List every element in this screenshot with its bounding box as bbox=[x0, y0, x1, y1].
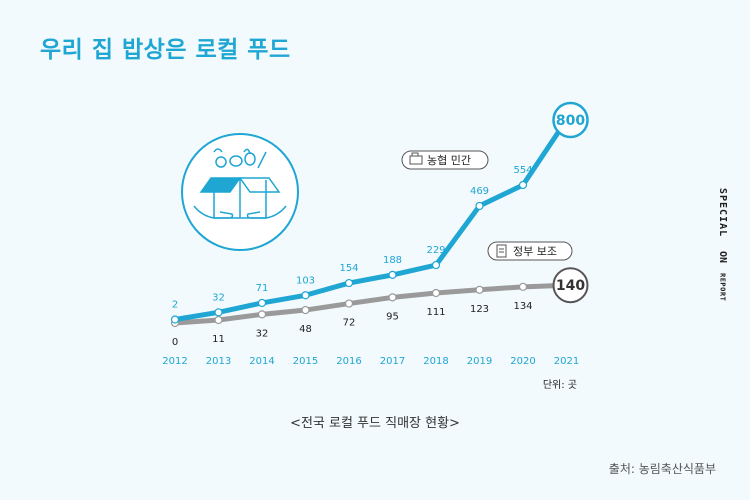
legend-item: 농협 민간 bbox=[401, 150, 489, 170]
series-line-gray bbox=[172, 282, 569, 326]
legend-pill bbox=[401, 150, 489, 170]
data-point bbox=[301, 291, 310, 300]
x-tick-label: 2018 bbox=[423, 356, 448, 367]
data-label: 72 bbox=[343, 318, 356, 329]
data-label: 469 bbox=[470, 186, 489, 197]
x-tick-label: 2020 bbox=[510, 356, 535, 367]
data-point bbox=[475, 285, 484, 294]
data-point bbox=[257, 310, 267, 319]
x-tick-label: 2019 bbox=[467, 356, 492, 367]
data-label: 123 bbox=[470, 304, 489, 315]
data-point bbox=[214, 315, 223, 325]
data-point bbox=[344, 278, 354, 288]
box-of-groceries-held-by-hands-icon bbox=[181, 133, 299, 251]
series-line-blue bbox=[172, 117, 569, 323]
data-label: 71 bbox=[256, 283, 269, 294]
data-label: 2 bbox=[172, 300, 178, 311]
data-point bbox=[301, 305, 310, 315]
x-tick-label: 2014 bbox=[249, 356, 274, 367]
source-text: 출처: 농림축산식품부 bbox=[608, 462, 716, 476]
x-tick-label: 2015 bbox=[293, 356, 318, 367]
data-point bbox=[431, 260, 441, 270]
side-tab-on: ON bbox=[717, 251, 728, 264]
data-label: 154 bbox=[339, 263, 358, 274]
legend-label: 정부 보조 bbox=[513, 245, 557, 258]
data-point bbox=[388, 293, 397, 302]
page-title: 우리 집 밥상은 로컬 푸드 bbox=[40, 37, 291, 63]
data-point bbox=[257, 298, 267, 308]
x-tick-label: 2021 bbox=[554, 356, 579, 367]
x-tick-label: 2013 bbox=[206, 356, 231, 367]
data-label: 48 bbox=[299, 324, 312, 335]
data-point bbox=[170, 315, 180, 324]
document-body bbox=[496, 244, 507, 258]
legend-item: 정부 보조 bbox=[487, 241, 573, 261]
data-label: 229 bbox=[426, 245, 445, 256]
legend-pill bbox=[487, 241, 573, 261]
data-label: 188 bbox=[383, 255, 402, 266]
side-tab: SPECIAL ON REPORT bbox=[717, 188, 728, 302]
data-label-end: 140 bbox=[556, 278, 585, 294]
side-tab-special: SPECIAL bbox=[717, 188, 728, 238]
data-label: 95 bbox=[386, 311, 399, 322]
data-point-end bbox=[552, 267, 589, 304]
data-label: 103 bbox=[296, 275, 315, 286]
data-label-end: 800 bbox=[556, 113, 585, 129]
data-point bbox=[475, 201, 484, 211]
cash-register-screen bbox=[411, 152, 419, 157]
side-tab-report: REPORT bbox=[718, 273, 727, 302]
chart-caption: <전국 로컬 푸드 직매장 현황> bbox=[290, 416, 460, 431]
data-point-end bbox=[552, 101, 589, 139]
x-tick-label: 2017 bbox=[380, 356, 405, 367]
data-label: 554 bbox=[513, 165, 532, 176]
x-tick-label: 2012 bbox=[162, 356, 187, 367]
data-point bbox=[518, 282, 528, 291]
data-label: 11 bbox=[212, 334, 225, 345]
unit-label: 단위: 곳 bbox=[543, 378, 577, 391]
data-label: 134 bbox=[513, 301, 532, 312]
data-label: 111 bbox=[426, 307, 445, 318]
data-point bbox=[518, 180, 528, 190]
x-tick-label: 2016 bbox=[336, 356, 361, 367]
legend-label: 농협 민간 bbox=[427, 154, 471, 167]
document-icon bbox=[496, 244, 507, 258]
cash-register-icon bbox=[409, 152, 423, 165]
data-point bbox=[214, 308, 223, 317]
data-label: 32 bbox=[256, 328, 269, 339]
data-label: 32 bbox=[212, 292, 225, 303]
data-point bbox=[344, 299, 354, 308]
data-point bbox=[431, 288, 441, 298]
data-label: 0 bbox=[172, 337, 178, 348]
data-point bbox=[388, 270, 397, 279]
